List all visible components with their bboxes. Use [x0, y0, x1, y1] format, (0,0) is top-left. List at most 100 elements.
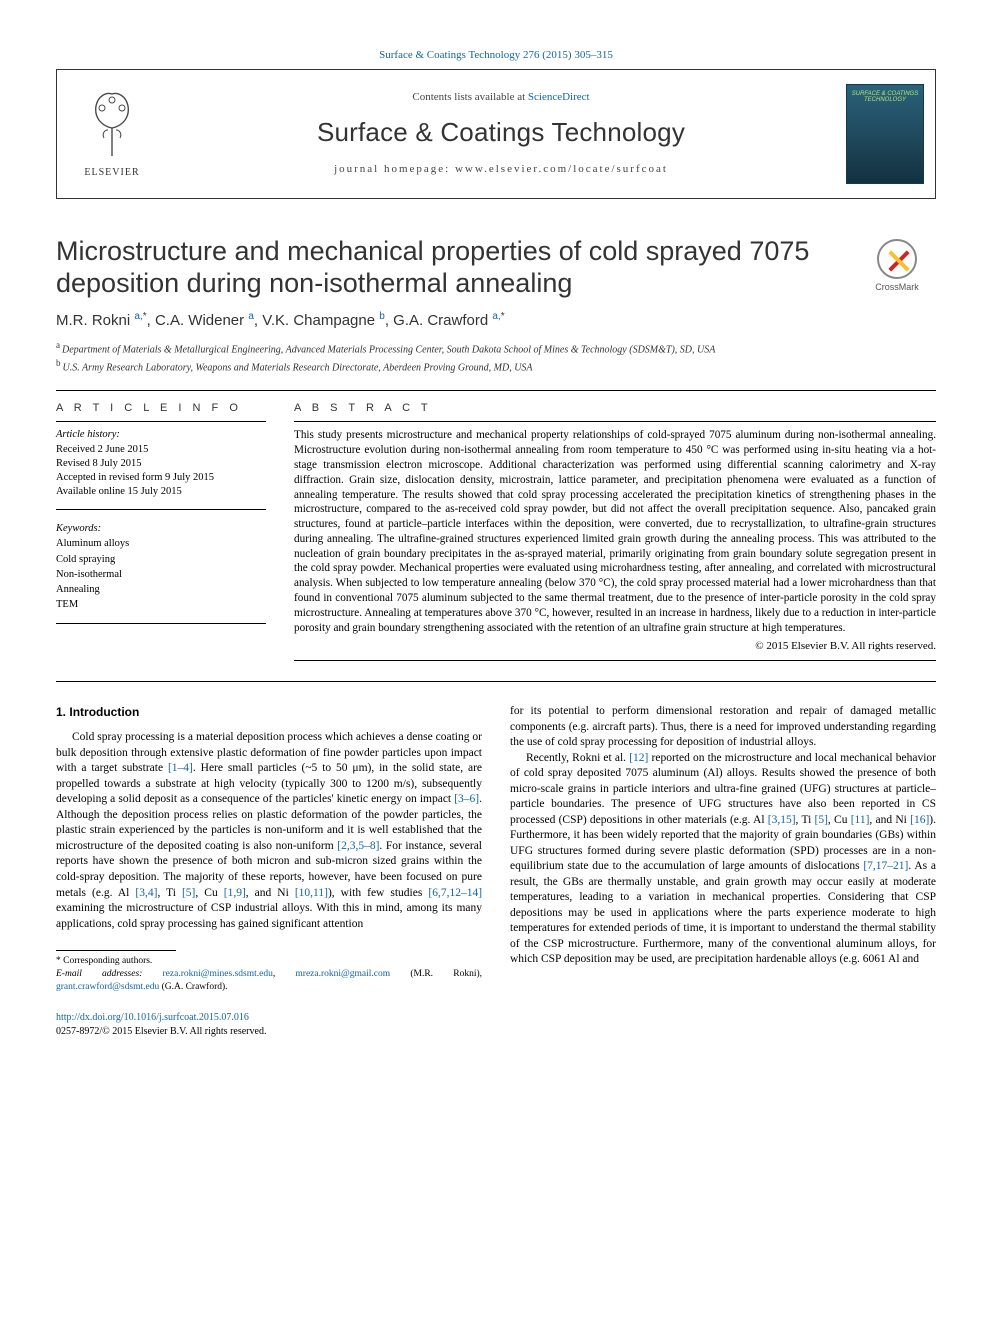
- elsevier-logo: ELSEVIER: [82, 88, 142, 180]
- paragraph: Cold spray processing is a material depo…: [56, 730, 482, 932]
- keyword: TEM: [56, 597, 266, 612]
- citation-link[interactable]: [7,17–21]: [863, 860, 908, 872]
- footnote-rule: [56, 950, 176, 951]
- footnotes: * Corresponding authors. E-mail addresse…: [56, 955, 482, 993]
- journal-name: Surface & Coatings Technology: [317, 115, 685, 150]
- text-run: , and Ni: [246, 887, 295, 899]
- citation-link[interactable]: [6,7,12–14]: [428, 887, 482, 899]
- keyword: Non-isothermal: [56, 567, 266, 582]
- author-3: , V.K. Champagne: [254, 312, 375, 329]
- citation-link[interactable]: [12]: [629, 752, 648, 764]
- body-column-right: for its potential to perform dimensional…: [510, 704, 936, 993]
- text-run: , Cu: [195, 887, 223, 899]
- history-label: Article history:: [56, 429, 120, 440]
- info-rule: [56, 421, 266, 422]
- author-1: M.R. Rokni: [56, 312, 130, 329]
- issn-copyright: 0257-8972/© 2015 Elsevier B.V. All right…: [56, 1025, 936, 1039]
- divider: [56, 390, 936, 391]
- paragraph: Recently, Rokni et al. [12] reported on …: [510, 751, 936, 968]
- abstract-rule-top: [294, 421, 936, 422]
- keyword: Annealing: [56, 582, 266, 597]
- email-label: E-mail addresses:: [56, 969, 163, 979]
- abstract-text: This study presents microstructure and m…: [294, 428, 936, 635]
- abstract-copyright: © 2015 Elsevier B.V. All rights reserved…: [294, 639, 936, 654]
- text-run: , Ti: [157, 887, 182, 899]
- citation-link[interactable]: [16]: [910, 814, 929, 826]
- journal-cover-title: SURFACE & COATINGS TECHNOLOGY: [847, 85, 923, 104]
- text-run: examining the microstructure of CSP indu…: [56, 902, 482, 930]
- text-run: . As a result, the GBs are thermally uns…: [510, 860, 936, 965]
- info-rule-3: [56, 623, 266, 624]
- journal-cover-thumbnail: SURFACE & COATINGS TECHNOLOGY: [846, 84, 924, 184]
- citation-link[interactable]: [3–6]: [454, 793, 479, 805]
- email-link[interactable]: grant.crawford@sdsmt.edu: [56, 982, 159, 992]
- header-middle: Contents lists available at ScienceDirec…: [167, 70, 835, 198]
- citation-header: Surface & Coatings Technology 276 (2015)…: [56, 48, 936, 63]
- sciencedirect-link[interactable]: ScienceDirect: [528, 91, 590, 103]
- author-4-affiliation-link[interactable]: a,: [492, 311, 500, 322]
- keyword: Cold spraying: [56, 552, 266, 567]
- article-info-label: A R T I C L E I N F O: [56, 401, 266, 416]
- citation-link[interactable]: [1–4]: [168, 762, 193, 774]
- author-1-affiliation-link[interactable]: a,: [134, 311, 142, 322]
- email-line: E-mail addresses: reza.rokni@mines.sdsmt…: [56, 968, 482, 994]
- crossmark-label: CrossMark: [858, 281, 936, 293]
- journal-homepage: journal homepage: www.elsevier.com/locat…: [334, 162, 668, 177]
- article-history: Article history: Received 2 June 2015 Re…: [56, 428, 266, 499]
- author-4-corr-star: *: [501, 311, 505, 322]
- citation-link[interactable]: [3,4]: [135, 887, 157, 899]
- text-run: , and Ni: [869, 814, 910, 826]
- citation-link[interactable]: [2,3,5–8]: [337, 840, 379, 852]
- journal-header-box: ELSEVIER Contents lists available at Sci…: [56, 69, 936, 199]
- author-2: , C.A. Widener: [147, 312, 245, 329]
- text-run: (G.A. Crawford).: [159, 982, 227, 992]
- history-revised: Revised 8 July 2015: [56, 457, 266, 471]
- elsevier-wordmark: ELSEVIER: [82, 166, 142, 180]
- crossmark-badge[interactable]: CrossMark: [858, 239, 936, 293]
- paragraph: for its potential to perform dimensional…: [510, 704, 936, 751]
- affiliations: aDepartment of Materials & Metallurgical…: [56, 339, 936, 376]
- crossmark-icon: [877, 239, 917, 279]
- text-run: , Ti: [796, 814, 815, 826]
- citation-link[interactable]: [5]: [182, 887, 195, 899]
- author-4: , G.A. Crawford: [385, 312, 488, 329]
- doi-link[interactable]: http://dx.doi.org/10.1016/j.surfcoat.201…: [56, 1012, 249, 1023]
- citation-link[interactable]: [3,15]: [768, 814, 796, 826]
- keyword: Aluminum alloys: [56, 536, 266, 551]
- abstract-column: A B S T R A C T This study presents micr…: [294, 401, 936, 668]
- history-online: Available online 15 July 2015: [56, 485, 266, 499]
- citation-link[interactable]: [10,11]: [295, 887, 328, 899]
- abstract-rule-bottom: [294, 660, 936, 661]
- keywords-list: Aluminum alloys Cold spraying Non-isothe…: [56, 536, 266, 612]
- body-column-left: 1. Introduction Cold spray processing is…: [56, 704, 482, 993]
- history-received: Received 2 June 2015: [56, 443, 266, 457]
- abstract-label: A B S T R A C T: [294, 401, 936, 416]
- contents-prefix: Contents lists available at: [412, 91, 527, 103]
- article-info-column: A R T I C L E I N F O Article history: R…: [56, 401, 266, 668]
- elsevier-tree-icon: [82, 88, 142, 158]
- info-rule-2: [56, 509, 266, 510]
- contents-line: Contents lists available at ScienceDirec…: [412, 90, 589, 105]
- text-run: ), with few studies: [328, 887, 428, 899]
- citation-link[interactable]: [1,9]: [224, 887, 246, 899]
- email-link[interactable]: mreza.rokni@gmail.com: [295, 969, 390, 979]
- text-run: , Cu: [828, 814, 851, 826]
- author-list: M.R. Rokni a,*, C.A. Widener a, V.K. Cha…: [56, 310, 936, 331]
- affiliation-b: U.S. Army Research Laboratory, Weapons a…: [63, 363, 533, 374]
- paper-title: Microstructure and mechanical properties…: [56, 235, 842, 300]
- section-heading: 1. Introduction: [56, 704, 482, 720]
- publisher-logo-cell: ELSEVIER: [57, 70, 167, 198]
- email-link[interactable]: reza.rokni@mines.sdsmt.edu: [163, 969, 273, 979]
- corresponding-author-note: * Corresponding authors.: [56, 955, 482, 968]
- journal-cover-cell: SURFACE & COATINGS TECHNOLOGY: [835, 70, 935, 198]
- citation-link[interactable]: Surface & Coatings Technology 276 (2015)…: [379, 49, 613, 61]
- citation-link[interactable]: [5]: [815, 814, 828, 826]
- body-two-columns: 1. Introduction Cold spray processing is…: [56, 704, 936, 993]
- affiliation-a: Department of Materials & Metallurgical …: [62, 344, 715, 355]
- section-title: Introduction: [69, 705, 139, 719]
- text-run: ,: [273, 969, 296, 979]
- divider-2: [56, 681, 936, 682]
- citation-link[interactable]: [11]: [851, 814, 870, 826]
- text-run: (M.R. Rokni),: [390, 969, 482, 979]
- section-number: 1.: [56, 705, 66, 719]
